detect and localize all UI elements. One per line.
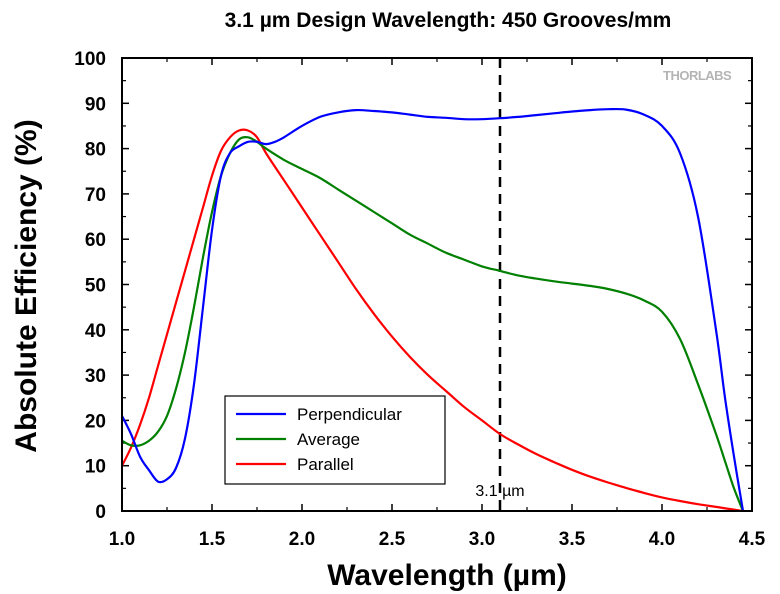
series-line-perpendicular — [121, 107, 745, 512]
x-tick-label: 3.5 — [559, 529, 586, 550]
y-tick-label: 20 — [85, 411, 106, 432]
legend-label-perpendicular: Perpendicular — [297, 405, 402, 424]
y-axis-label: Absolute Efficiency (%) — [10, 119, 43, 452]
y-tick-label: 90 — [85, 94, 106, 115]
x-tick-label: 2.0 — [289, 529, 315, 550]
y-tick-label: 70 — [85, 185, 106, 206]
annotation-layer: 3.1 µm — [475, 58, 525, 511]
series-line-average — [121, 136, 745, 512]
legend-label-average: Average — [297, 430, 360, 449]
series-line-parallel — [121, 128, 744, 513]
y-tick-label: 60 — [85, 230, 106, 251]
x-tick-label: 4.0 — [649, 529, 675, 550]
thorlabs-logo: THORLABS — [663, 68, 733, 83]
y-tick-label: 10 — [85, 457, 106, 478]
x-tick-label: 1.0 — [109, 529, 135, 550]
y-tick-label: 80 — [85, 140, 106, 161]
y-tick-label: 40 — [85, 321, 106, 342]
axis-ticks: 1.0 1.5 2.0 2.5 3.0 3.5 4.0 4.5 0 10 20 30 40 50 60 70 8… — [74, 49, 765, 550]
y-tick-label: 0 — [95, 502, 106, 523]
x-tick-label: 3.0 — [469, 529, 495, 550]
y-tick-label: 30 — [85, 366, 106, 387]
logo-text: THORLABS — [663, 68, 732, 83]
legend-label-parallel: Parallel — [297, 455, 354, 474]
y-tick-label: 50 — [85, 276, 106, 297]
plot-frame — [121, 57, 753, 512]
legend: Perpendicular Average Parallel — [224, 395, 446, 485]
y-tick-label: 100 — [74, 49, 106, 70]
x-tick-label: 4.5 — [739, 529, 766, 550]
series-layer — [121, 107, 745, 513]
chart-title: 3.1 µm Design Wavelength: 450 Grooves/mm — [225, 9, 672, 32]
x-tick-label: 2.5 — [379, 529, 406, 550]
x-tick-label: 1.5 — [199, 529, 226, 550]
design-wavelength-label: 3.1 µm — [475, 483, 524, 500]
x-axis-label: Wavelength (µm) — [327, 559, 567, 592]
